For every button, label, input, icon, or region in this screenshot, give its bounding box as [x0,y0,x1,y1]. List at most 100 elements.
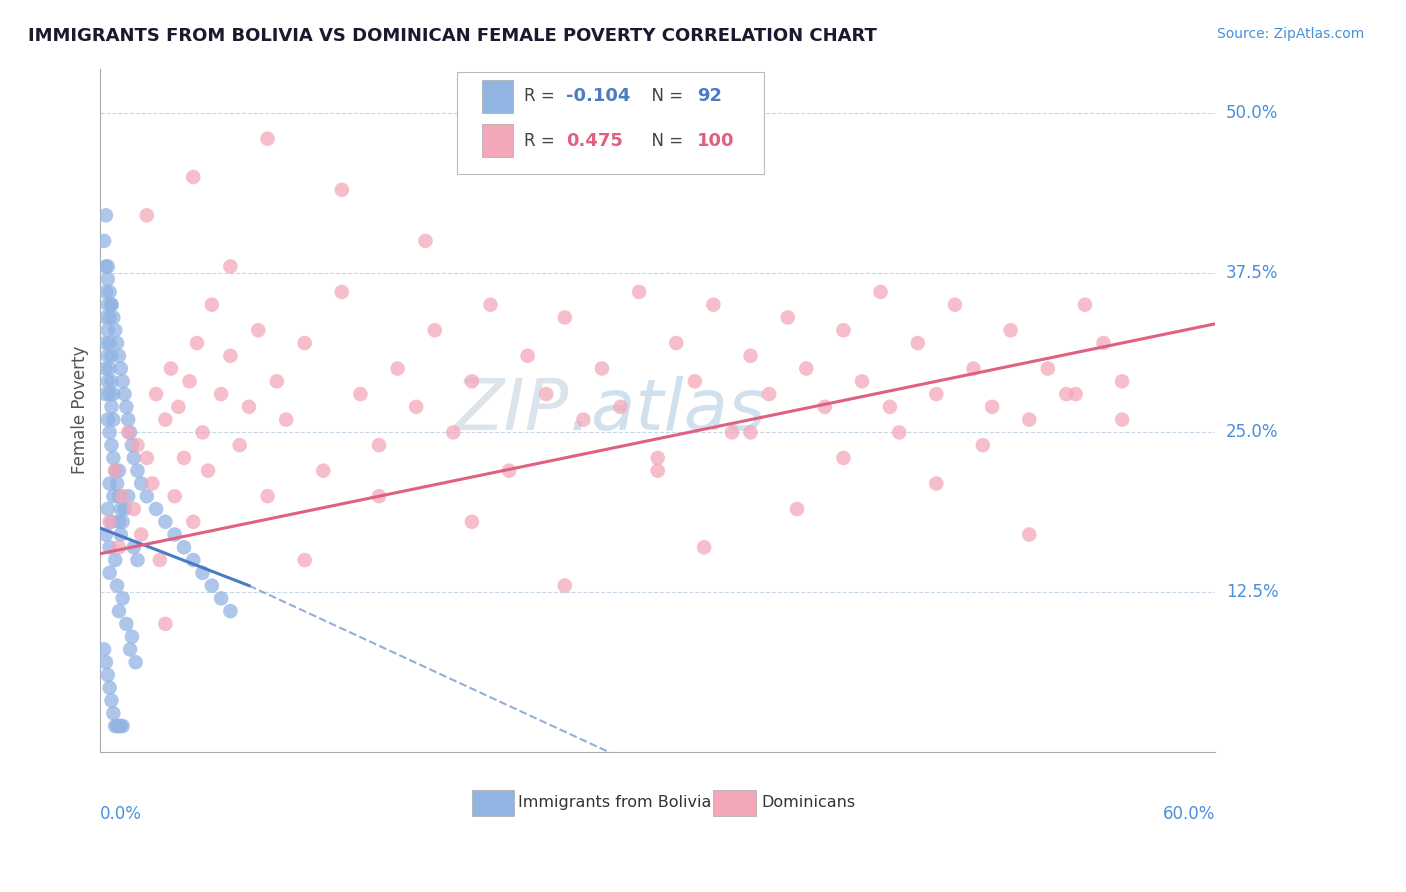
FancyBboxPatch shape [457,72,763,175]
Point [141,476,163,491]
FancyBboxPatch shape [482,79,513,112]
Text: R =: R = [524,87,560,105]
Text: 100: 100 [697,131,734,150]
Point [108,349,131,363]
Point [97,298,120,312]
Text: 12.5%: 12.5% [1226,583,1279,601]
Point [117,412,139,426]
Point [441,425,464,440]
Text: .atlas: .atlas [568,376,766,444]
Point [349,387,371,401]
Point [100,400,122,414]
Point [330,285,353,299]
Point [186,336,208,351]
Point [647,450,669,465]
Point [93,642,115,657]
Point [814,400,837,414]
Point [145,502,167,516]
Point [117,425,139,440]
Point [135,450,157,465]
Point [962,361,984,376]
Point [405,400,427,414]
Point [972,438,994,452]
Text: 92: 92 [697,87,721,105]
Point [105,578,128,592]
Point [368,438,391,452]
Text: IMMIGRANTS FROM BOLIVIA VS DOMINICAN FEMALE POVERTY CORRELATION CHART: IMMIGRANTS FROM BOLIVIA VS DOMINICAN FEM… [28,27,877,45]
Point [256,489,278,503]
Point [832,323,855,337]
Point [108,719,131,733]
Point [461,515,484,529]
Point [554,310,576,325]
Point [181,515,204,529]
Point [1111,412,1133,426]
Point [181,553,204,567]
Point [591,361,613,376]
Point [94,208,117,222]
Point [98,541,121,555]
Y-axis label: Female Poverty: Female Poverty [72,346,89,475]
Point [702,298,724,312]
Point [94,387,117,401]
Point [94,310,117,325]
Point [209,591,232,606]
Point [256,132,278,146]
Point [108,515,131,529]
Point [94,527,117,541]
Point [135,208,157,222]
Point [889,425,911,440]
Point [115,616,138,631]
Point [368,489,391,503]
Point [103,412,125,426]
Text: Dominicans: Dominicans [761,796,855,810]
Point [122,450,145,465]
Point [121,438,143,452]
Point [181,169,204,184]
Point [94,336,117,351]
Point [111,515,134,529]
Point [127,553,149,567]
Point [110,361,132,376]
Point [330,183,353,197]
Point [1064,387,1087,401]
Point [121,630,143,644]
Point [628,285,651,299]
Text: R =: R = [524,131,560,150]
Point [110,719,132,733]
Point [127,438,149,452]
Point [98,387,121,401]
Point [105,336,128,351]
Point [122,502,145,516]
Text: Immigrants from Bolivia: Immigrants from Bolivia [519,796,711,810]
Point [98,336,121,351]
Text: N =: N = [641,131,689,150]
Point [94,361,117,376]
Text: 50.0%: 50.0% [1226,104,1278,122]
Point [120,642,142,657]
Point [266,374,288,388]
Point [120,425,142,440]
Point [879,400,901,414]
Point [534,387,557,401]
Text: 25.0%: 25.0% [1226,424,1278,442]
Text: N =: N = [641,87,689,105]
Point [479,298,502,312]
Point [776,310,799,325]
Point [294,336,316,351]
Point [149,553,172,567]
Point [197,464,219,478]
Point [163,489,186,503]
Point [114,502,136,516]
Text: 37.5%: 37.5% [1226,264,1278,282]
Point [98,361,121,376]
Point [111,489,134,503]
Point [1074,298,1097,312]
Point [219,349,242,363]
Point [97,323,120,337]
Point [740,425,762,440]
Point [100,438,122,452]
Point [98,285,121,299]
Point [103,450,125,465]
Text: 0.475: 0.475 [567,131,623,150]
